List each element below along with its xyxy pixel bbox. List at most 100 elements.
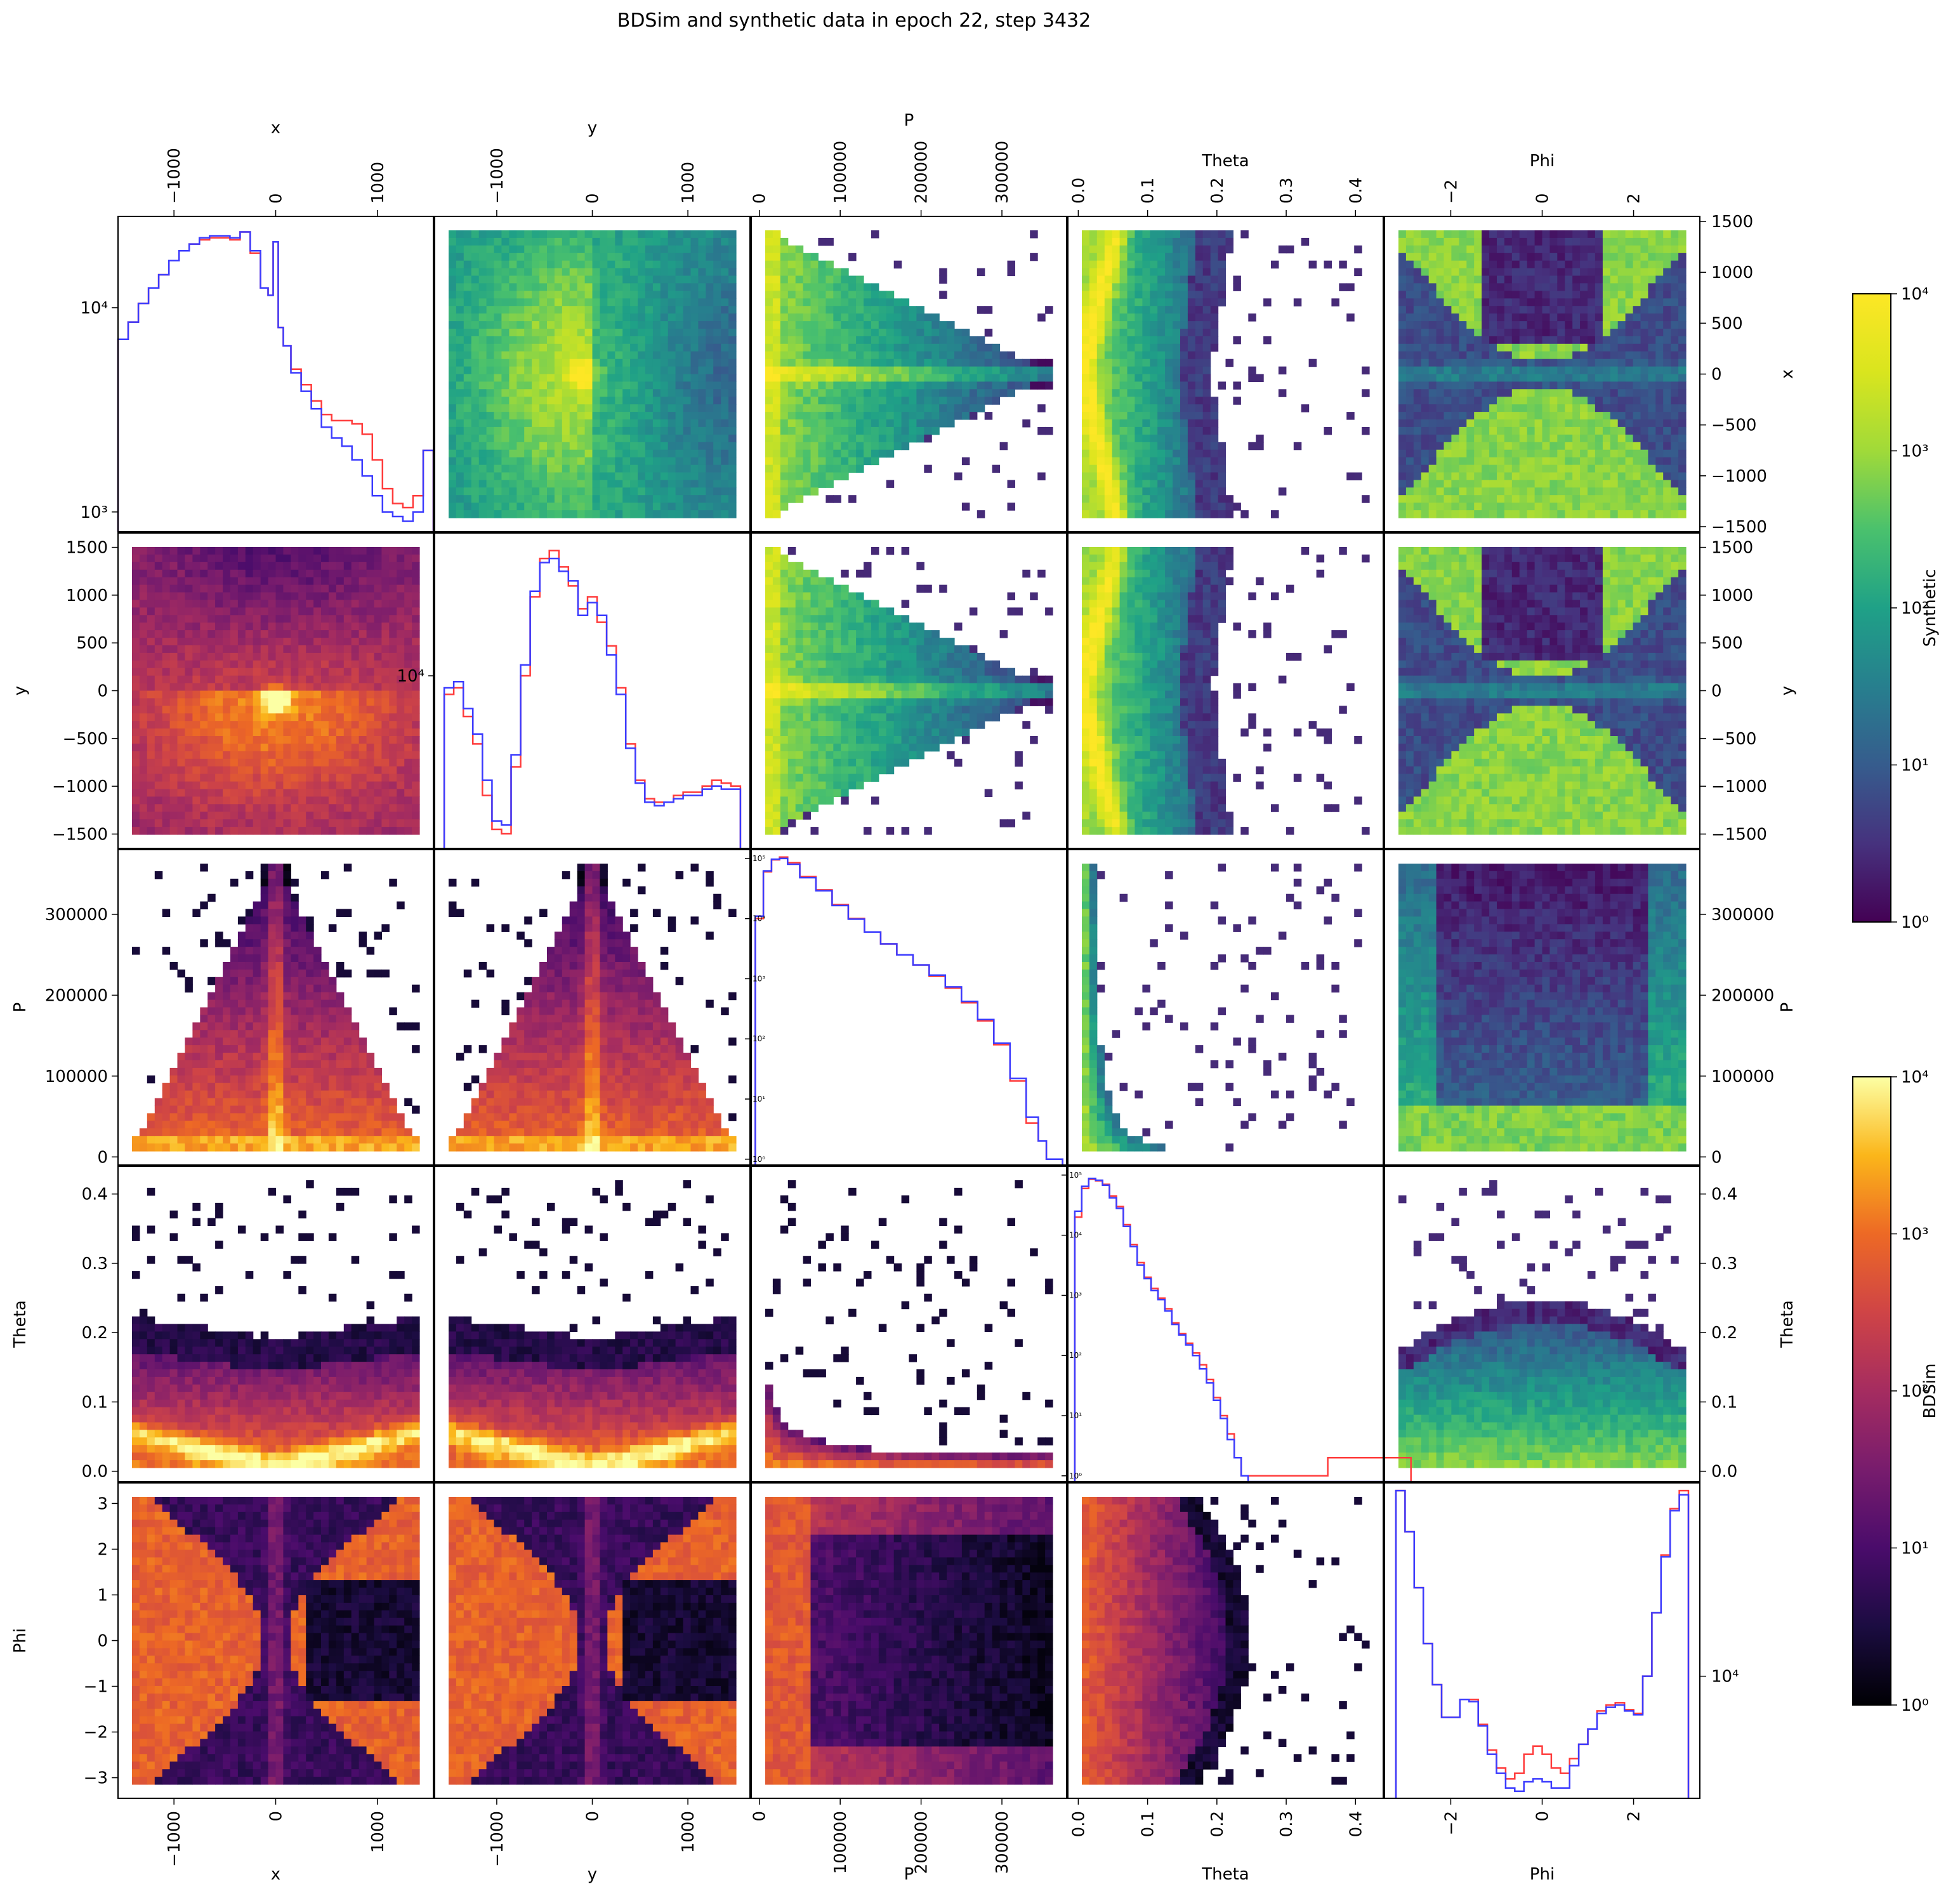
heatmap-cell — [1120, 253, 1128, 261]
heatmap-cell — [1451, 510, 1459, 518]
heatmap-cell — [471, 465, 480, 473]
heatmap-cell — [1414, 480, 1422, 488]
heatmap-cell — [1671, 458, 1679, 466]
heatmap-cell — [728, 465, 737, 473]
heatmap-cell — [1188, 419, 1196, 428]
heatmap-cell — [132, 645, 140, 654]
heatmap-cell — [721, 374, 729, 383]
heatmap-cell — [825, 473, 834, 481]
heatmap-cell — [1218, 503, 1227, 511]
heatmap-cell — [1655, 291, 1664, 299]
heatmap-cell — [1580, 276, 1588, 284]
heatmap-cell — [924, 419, 932, 428]
heatmap-cell — [1482, 276, 1490, 284]
heatmap-cell — [449, 261, 457, 269]
heatmap-cell — [1406, 419, 1414, 428]
heatmap-cell — [803, 381, 812, 390]
heatmap-cell — [1610, 291, 1619, 299]
heatmap-cell — [1497, 412, 1505, 420]
heatmap-cell — [1482, 495, 1490, 503]
heatmap-cell — [1557, 473, 1565, 481]
heatmap-cell — [706, 344, 714, 352]
heatmap-cell — [706, 313, 714, 322]
heatmap-cell — [509, 458, 517, 466]
heatmap-cell — [185, 728, 193, 737]
heatmap-cell — [600, 344, 608, 352]
heatmap-cell — [622, 404, 631, 412]
heatmap-cell — [615, 419, 623, 428]
heatmap-cell — [622, 230, 631, 239]
heatmap-cell — [162, 645, 171, 654]
heatmap-cell — [1000, 352, 1008, 360]
heatmap-cell — [691, 230, 699, 239]
heatmap-cell — [1641, 465, 1649, 473]
heatmap-cell — [185, 555, 193, 563]
heatmap-cell — [796, 404, 804, 412]
heatmap-cell — [479, 374, 487, 383]
heatmap-cell — [1466, 435, 1475, 443]
heatmap-cell — [162, 713, 171, 721]
heatmap-cell — [728, 458, 737, 466]
heatmap-cell — [1678, 359, 1687, 367]
heatmap-cell — [1520, 404, 1528, 412]
heatmap-cell — [630, 495, 638, 503]
heatmap-cell — [456, 412, 464, 420]
heatmap-cell — [1429, 473, 1437, 481]
heatmap-cell — [1165, 450, 1173, 458]
heatmap-cell — [970, 374, 978, 383]
heatmap-cell — [1626, 246, 1634, 254]
heatmap-cell — [1398, 329, 1407, 337]
heatmap-cell — [600, 427, 608, 435]
heatmap-cell — [1082, 298, 1090, 306]
heatmap-cell — [796, 298, 804, 306]
heatmap-cell — [449, 473, 457, 481]
heatmap-cell — [524, 397, 532, 405]
heatmap-cell — [970, 412, 978, 420]
heatmap-cell — [841, 291, 849, 299]
heatmap-cell — [516, 435, 525, 443]
heatmap-cell — [1089, 306, 1098, 314]
heatmap-cell — [1678, 306, 1687, 314]
heatmap-cell — [215, 683, 223, 692]
heatmap-cell — [1655, 276, 1664, 284]
heatmap-cell — [1112, 230, 1121, 239]
heatmap-cell — [1671, 291, 1679, 299]
heatmap-cell — [1459, 367, 1467, 375]
heatmap-cell — [638, 253, 646, 261]
heatmap-cell — [1429, 465, 1437, 473]
heatmap-cell — [691, 435, 699, 443]
heatmap-cell — [1398, 473, 1407, 481]
heatmap-cell — [1663, 367, 1671, 375]
heatmap-cell — [728, 374, 737, 383]
heatmap-cell — [1406, 495, 1414, 503]
heatmap-cell — [661, 238, 669, 246]
heatmap-cell — [615, 510, 623, 518]
heatmap-cell — [200, 676, 208, 684]
heatmap-cell — [1549, 487, 1558, 496]
heatmap-cell — [1527, 253, 1536, 261]
heatmap-cell — [1542, 367, 1551, 375]
heatmap-cell — [1641, 253, 1649, 261]
heatmap-cell — [577, 313, 586, 322]
heatmap-cell — [1678, 487, 1687, 496]
heatmap-cell — [1489, 359, 1497, 367]
heatmap-cell — [1414, 374, 1422, 383]
heatmap-cell — [524, 458, 532, 466]
heatmap-cell — [238, 721, 246, 729]
heatmap-cell — [1211, 276, 1219, 284]
heatmap-cell — [1610, 306, 1619, 314]
heatmap-cell — [1203, 336, 1211, 345]
heatmap-cell — [1203, 442, 1211, 451]
heatmap-cell — [1663, 261, 1671, 269]
heatmap-cell — [676, 230, 684, 239]
heatmap-cell — [140, 774, 148, 782]
heatmap-cell — [825, 495, 834, 503]
heatmap-cell — [1421, 487, 1430, 496]
heatmap-cell — [1474, 306, 1482, 314]
heatmap-cell — [1603, 480, 1611, 488]
heatmap-cell — [1188, 230, 1196, 239]
heatmap-cell — [1120, 427, 1128, 435]
heatmap-cell — [803, 389, 812, 397]
heatmap-cell — [1580, 465, 1588, 473]
heatmap-cell — [1595, 367, 1603, 375]
